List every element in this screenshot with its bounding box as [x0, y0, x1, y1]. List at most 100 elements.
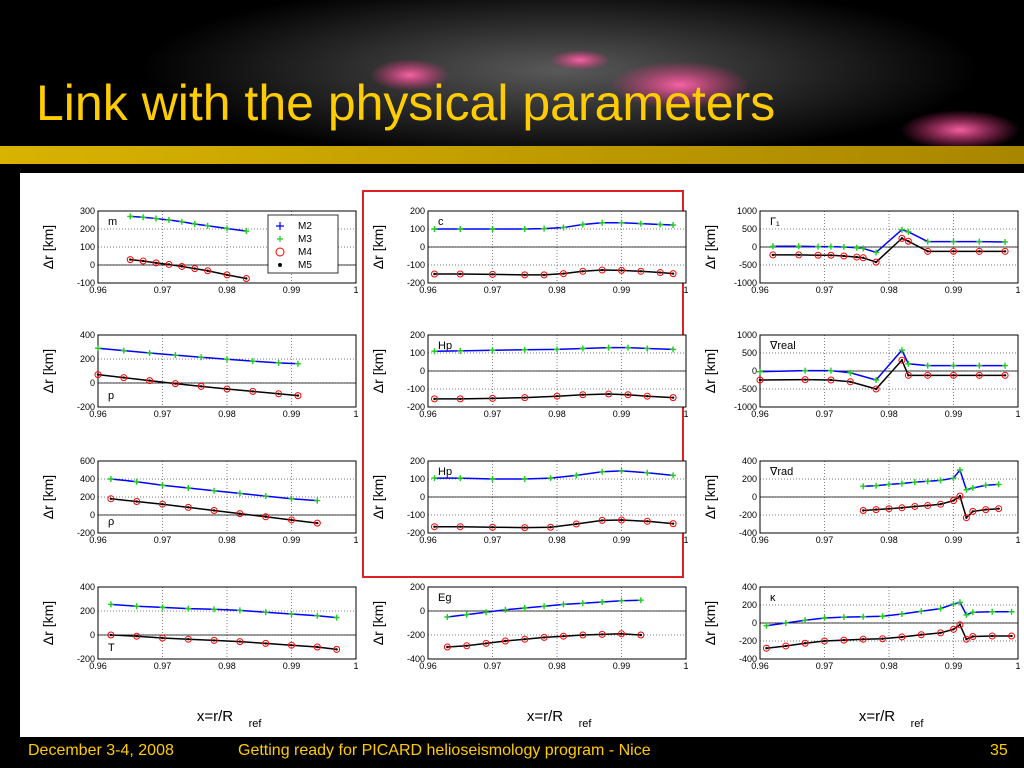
marker-M5 — [842, 638, 846, 642]
marker-M3 — [444, 614, 451, 620]
marker-M4 — [107, 631, 115, 639]
marker-M4 — [210, 636, 218, 644]
y-tick-label: 200 — [410, 330, 425, 340]
marker-M3 — [560, 224, 567, 231]
marker-M5 — [600, 268, 604, 272]
marker-M5 — [907, 240, 910, 243]
y-tick-label: 200 — [80, 224, 95, 234]
marker-M5 — [264, 642, 267, 645]
marker-M5 — [491, 397, 494, 400]
marker-M4 — [171, 380, 179, 388]
marker-M4 — [898, 633, 906, 641]
marker-M3 — [924, 478, 931, 485]
marker-M4 — [669, 270, 677, 278]
marker-M4 — [521, 635, 529, 643]
y-axis-label: Δr [km] — [702, 349, 718, 393]
marker-M4 — [521, 394, 529, 402]
marker-M5 — [862, 509, 865, 512]
marker-M5 — [913, 505, 916, 508]
x-tick-label: 1 — [353, 661, 358, 671]
x-tick-label: 0.96 — [89, 285, 107, 295]
marker-M5 — [316, 521, 319, 525]
marker-M5 — [154, 261, 158, 265]
marker-M4 — [489, 270, 496, 278]
marker-M3 — [879, 613, 886, 620]
x-tick-label: 0.96 — [751, 535, 769, 545]
marker-M3 — [802, 617, 809, 624]
marker-M3 — [840, 614, 847, 621]
marker-M5 — [555, 395, 559, 398]
legend-entry-M5: M5 — [298, 260, 312, 271]
marker-M4 — [521, 524, 529, 532]
marker-M5 — [671, 272, 675, 275]
panel-label: T — [108, 642, 115, 654]
marker-M3 — [873, 377, 880, 383]
marker-M4 — [443, 643, 451, 651]
marker-M3 — [886, 481, 892, 488]
marker-M3 — [860, 613, 867, 620]
marker-M4 — [624, 391, 632, 399]
marker-M4 — [249, 387, 257, 395]
marker-M4 — [643, 392, 651, 400]
y-tick-label: -400 — [407, 654, 425, 664]
marker-M4 — [821, 637, 828, 645]
marker-M3 — [840, 244, 847, 250]
marker-M3 — [521, 605, 528, 611]
marker-M4 — [430, 523, 438, 531]
marker-M3 — [782, 620, 789, 626]
x-axis-label-3: x=r/R ref — [859, 708, 924, 730]
marker-M5 — [109, 497, 113, 500]
x-axis-label-2: x=r/R ref — [527, 708, 592, 730]
panel-kappa: 0.96 0.97 0.98 0.99 1 -400 -200 0 200 400 Δr [km] κ — [702, 582, 1021, 671]
marker-M4 — [643, 517, 651, 525]
marker-M5 — [575, 522, 578, 526]
marker-M5 — [984, 508, 987, 511]
marker-M3 — [605, 344, 612, 351]
marker-M3 — [1002, 362, 1009, 369]
marker-M5 — [187, 506, 190, 509]
marker-M3 — [120, 347, 127, 354]
marker-M4 — [975, 247, 983, 255]
marker-M4 — [236, 510, 244, 518]
marker-M3 — [198, 354, 205, 361]
marker-M4 — [924, 371, 932, 379]
marker-M4 — [618, 266, 625, 274]
x-tick-label: 0.97 — [816, 409, 834, 419]
marker-M4 — [598, 266, 606, 274]
marker-M5 — [926, 504, 929, 507]
marker-M3 — [165, 217, 172, 223]
marker-M3 — [457, 475, 464, 482]
marker-M4 — [159, 634, 166, 642]
marker-M3 — [950, 475, 957, 482]
marker-M4 — [827, 376, 835, 384]
marker-M4 — [756, 376, 764, 384]
x-tick-label: 0.98 — [880, 661, 898, 671]
y-tick-label: 200 — [742, 600, 757, 610]
x-tick-label: 1 — [353, 285, 358, 295]
marker-M3 — [911, 479, 918, 486]
marker-M5 — [542, 273, 546, 277]
marker-M3 — [905, 360, 912, 367]
marker-M3 — [185, 605, 192, 612]
x-tick-label: 0.99 — [283, 409, 301, 419]
x-axis-label: x=r/R — [859, 708, 895, 725]
marker-M4 — [579, 391, 587, 399]
marker-M4 — [489, 523, 496, 531]
marker-M4 — [950, 371, 957, 379]
x-axis-label-subscript: ref — [249, 718, 263, 730]
legend-marker-M2 — [276, 222, 284, 230]
marker-M4 — [669, 394, 677, 402]
legend-entry-M2: M2 — [298, 221, 312, 232]
marker-M3 — [847, 369, 854, 376]
marker-M3 — [541, 603, 548, 610]
marker-M5 — [829, 378, 833, 382]
marker-M4 — [275, 390, 283, 398]
panel-Eg: 0.96 0.97 0.98 0.99 1 -400 -200 0 200 Δr [km] Eg — [370, 582, 689, 671]
marker-M5 — [251, 390, 254, 393]
marker-M4 — [133, 632, 141, 640]
panel-grad_real: 0.96 0.97 0.98 0.99 1 -1000 -500 0 500 1000 Δr [km… — [702, 330, 1021, 419]
marker-M5 — [784, 644, 787, 648]
x-tick-label: 0.97 — [154, 661, 172, 671]
marker-M4 — [1001, 371, 1009, 379]
marker-M3 — [127, 213, 134, 220]
